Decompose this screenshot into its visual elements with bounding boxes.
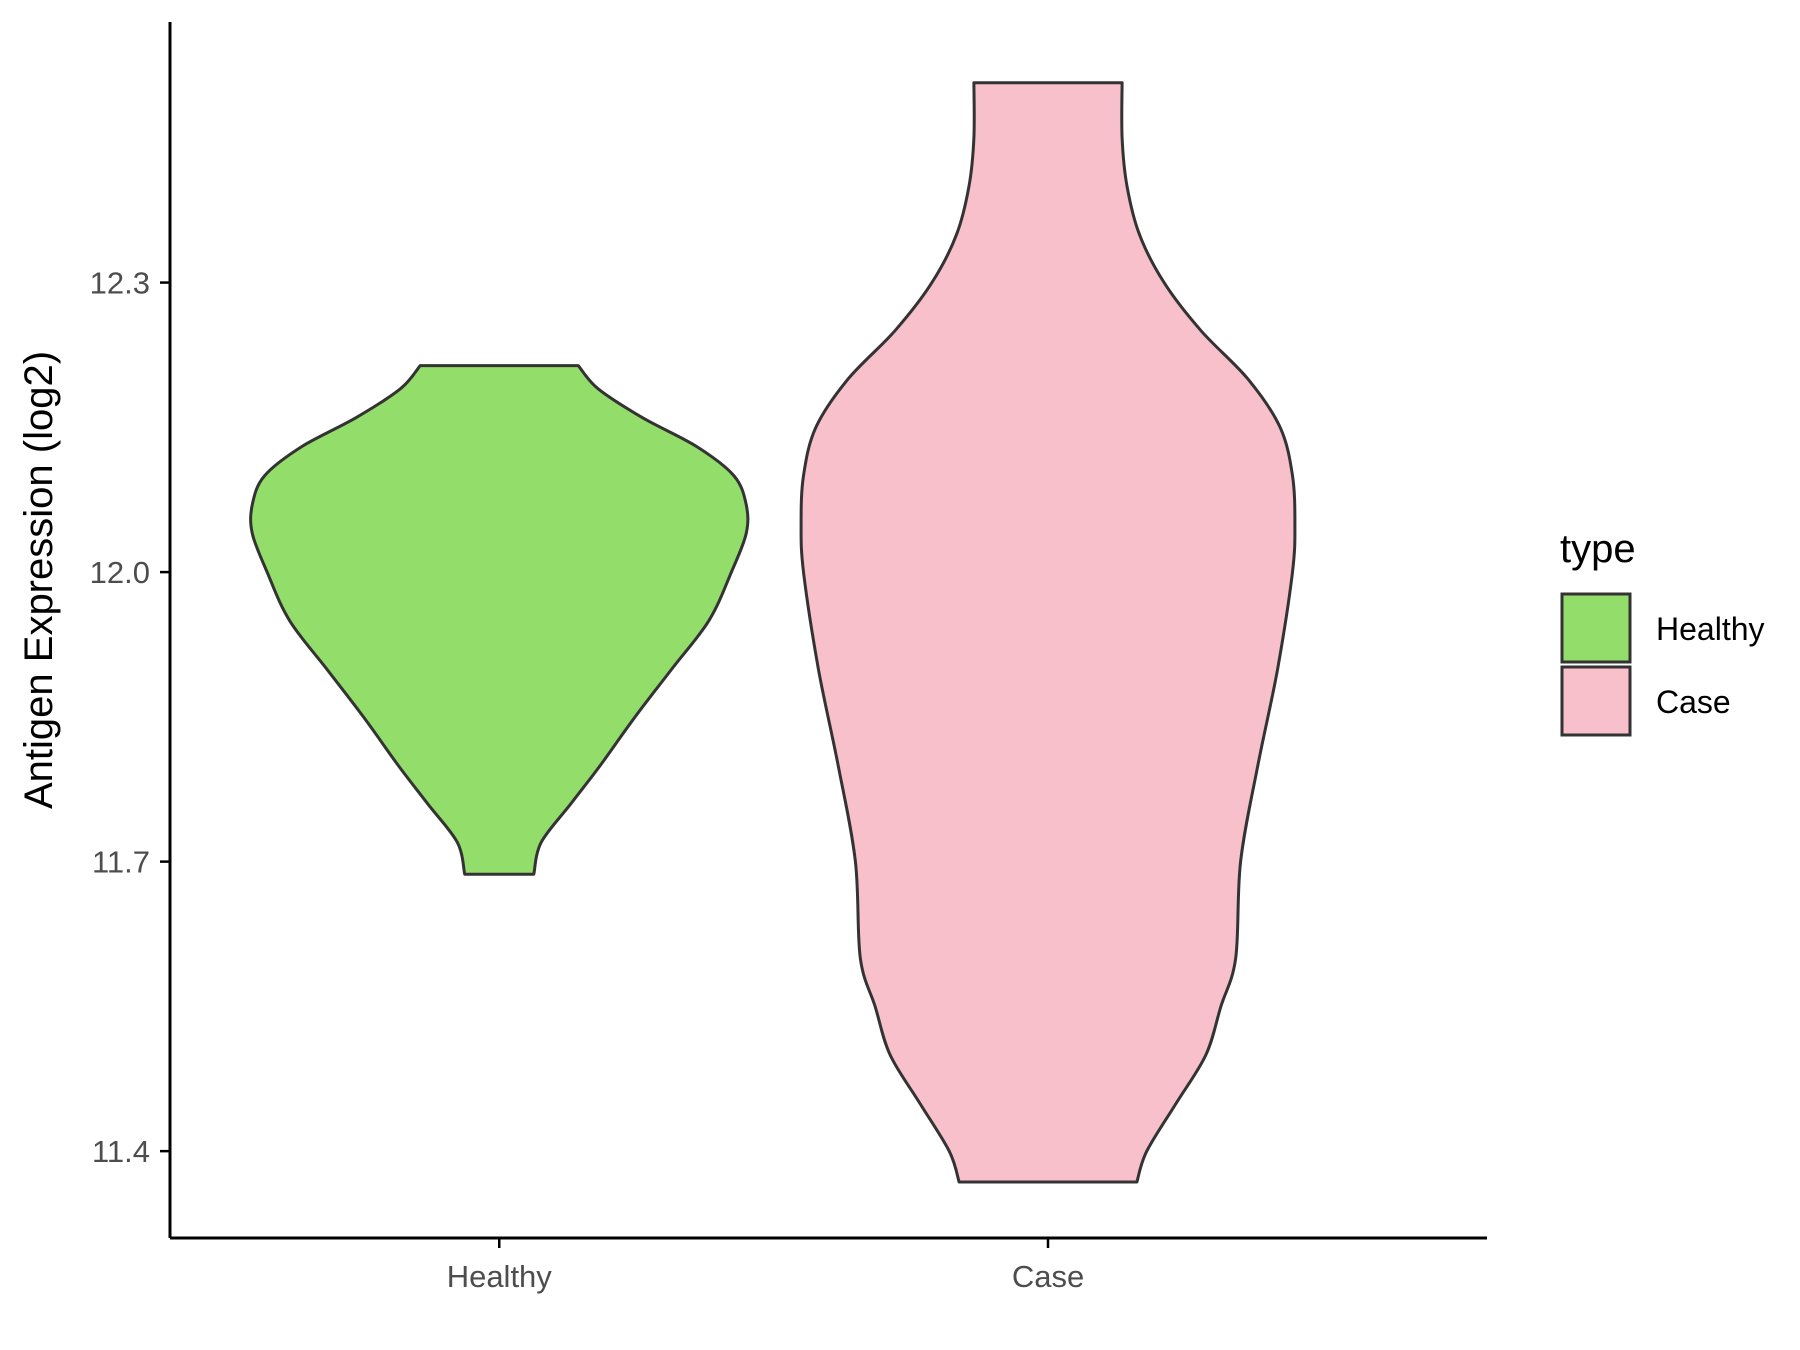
x-axis-ticks: Healthy Case xyxy=(447,1238,1084,1294)
legend-label-healthy: Healthy xyxy=(1656,611,1765,647)
y-tick-label: 11.7 xyxy=(92,845,150,880)
violin-healthy xyxy=(249,364,750,876)
y-tick-label: 11.4 xyxy=(92,1134,150,1169)
y-axis-title: Antigen Expression (log2) xyxy=(17,351,61,809)
legend-swatch-case xyxy=(1560,665,1632,737)
legend-label-case: Case xyxy=(1656,684,1731,720)
violin-case xyxy=(799,81,1297,1184)
legend-swatch-healthy xyxy=(1560,592,1632,664)
violin-layer xyxy=(249,81,1297,1184)
x-tick-label: Case xyxy=(1012,1259,1084,1294)
legend-title: type xyxy=(1560,527,1636,571)
y-axis-ticks: 11.4 11.7 12.0 12.3 xyxy=(90,266,170,1169)
legend: type Healthy Case xyxy=(1560,527,1765,737)
y-tick-label: 12.3 xyxy=(90,266,150,301)
y-tick-label: 12.0 xyxy=(90,555,150,590)
x-tick-label: Healthy xyxy=(447,1259,553,1294)
